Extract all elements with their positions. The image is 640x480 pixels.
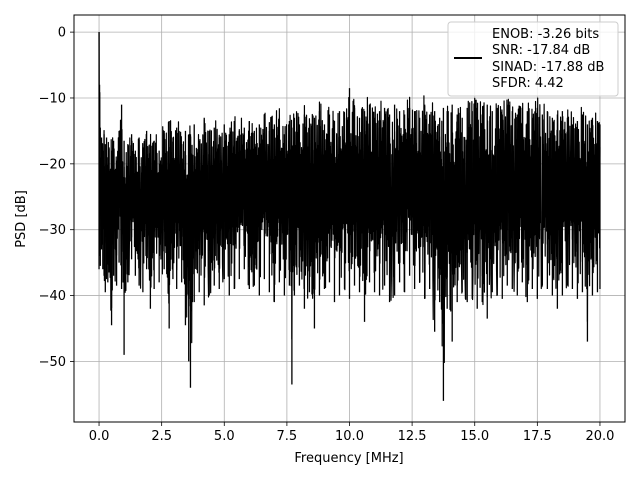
legend-snr: SNR: -17.84 dB [492,43,590,58]
x-tick-label: 2.5 [151,429,172,444]
y-axis-label: PSD [dB] [14,190,29,248]
x-tick-label: 10.0 [335,429,364,444]
y-tick-label: −10 [39,91,66,106]
x-axis-label: Frequency [MHz] [294,451,403,466]
x-tick-label: 20.0 [585,429,614,444]
x-tick-label: 17.5 [523,429,552,444]
legend-sinad: SINAD: -17.88 dB [492,60,604,75]
x-tick-label: 7.5 [277,429,298,444]
y-ticks: 0 −10 −20 −30 −40 −50 [39,26,74,370]
legend: ENOB: -3.26 bits SNR: -17.84 dB SINAD: -… [447,21,619,97]
legend-sfdr: SFDR: 4.42 [492,76,564,91]
legend-enob: ENOB: -3.26 bits [492,27,599,42]
legend-box [447,21,619,97]
x-tick-label: 15.0 [460,429,489,444]
y-tick-label: −20 [39,157,66,172]
y-tick-label: 0 [58,26,66,41]
x-tick-label: 0.0 [89,429,110,444]
psd-line [98,32,601,401]
y-tick-label: −30 [39,223,66,238]
x-tick-label: 5.0 [214,429,235,444]
x-ticks: 0.0 2.5 5.0 7.5 10.0 12.5 15.0 17.5 20.0 [89,422,614,444]
x-tick-label: 12.5 [398,429,427,444]
y-tick-label: −40 [39,289,66,304]
y-tick-label: −50 [39,355,66,370]
